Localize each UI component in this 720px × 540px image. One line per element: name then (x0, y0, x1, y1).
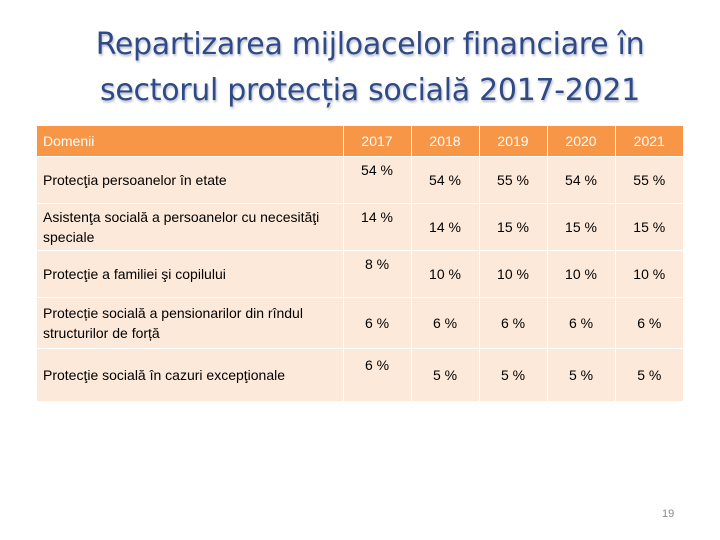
cell-2019: 10 % (479, 250, 548, 298)
cell-2021: 10 % (615, 250, 683, 298)
cell-2017: 14 % (343, 203, 412, 251)
cell-2020: 6 % (547, 297, 616, 349)
table-row: Protecţie socială în cazuri excepţionale… (37, 348, 683, 401)
cell-2020: 54 % (547, 156, 616, 204)
row-domain: Asistenţa socială a persoanelor cu neces… (37, 203, 344, 251)
cell-2017: 54 % (343, 156, 412, 204)
cell-2021: 15 % (615, 203, 683, 251)
header-domenii: Domenii (37, 126, 344, 157)
header-2017: 2017 (343, 126, 412, 157)
cell-2021: 6 % (615, 297, 683, 349)
cell-value: 14 % (361, 209, 393, 225)
row-domain: Protecție socială a pensionarilor din rî… (37, 297, 344, 349)
cell-2021: 55 % (615, 156, 683, 204)
page-title: Repartizarea mijloacelor financiare în s… (40, 22, 700, 114)
table-row: Protecție socială a pensionarilor din rî… (37, 297, 683, 349)
cell-2018: 14 % (411, 203, 480, 251)
cell-value: 6 % (364, 357, 390, 373)
row-domain: Protecţie socială în cazuri excepţionale (37, 348, 344, 401)
title-line-2: sectorul protecția socială 2017-2021 (100, 73, 640, 108)
cell-2019: 6 % (479, 297, 548, 349)
cell-2018: 10 % (411, 250, 480, 298)
header-2020: 2020 (547, 126, 616, 157)
cell-value: 54 % (361, 162, 393, 178)
cell-2017: 6 % (343, 297, 412, 349)
cell-2018: 6 % (411, 297, 480, 349)
cell-2019: 15 % (479, 203, 548, 251)
title-line-1: Repartizarea mijloacelor financiare în (95, 27, 645, 62)
page-number: 19 (662, 508, 675, 520)
cell-2017: 6 % (343, 348, 412, 401)
table-row: Asistenţa socială a persoanelor cu neces… (37, 203, 683, 251)
table-row: Protecţia persoanelor în etate 54 % 54 %… (37, 156, 683, 204)
cell-value: 8 % (364, 256, 390, 272)
table-header-row: Domenii 2017 2018 2019 2020 2021 (37, 126, 683, 157)
cell-2020: 5 % (547, 348, 616, 401)
cell-2019: 55 % (479, 156, 548, 204)
cell-2020: 15 % (547, 203, 616, 251)
cell-2020: 10 % (547, 250, 616, 298)
header-2018: 2018 (411, 126, 480, 157)
header-2021: 2021 (615, 126, 683, 157)
funding-table: Domenii 2017 2018 2019 2020 2021 Protecţ… (37, 126, 683, 401)
cell-2018: 54 % (411, 156, 480, 204)
table-row: Protecţie a familiei şi copilului 8 % 10… (37, 250, 683, 298)
cell-2017: 8 % (343, 250, 412, 298)
cell-2021: 5 % (615, 348, 683, 401)
header-2019: 2019 (479, 126, 548, 157)
row-domain: Protecţie a familiei şi copilului (37, 250, 344, 298)
row-domain: Protecţia persoanelor în etate (37, 156, 344, 204)
cell-2019: 5 % (479, 348, 548, 401)
cell-2018: 5 % (411, 348, 480, 401)
